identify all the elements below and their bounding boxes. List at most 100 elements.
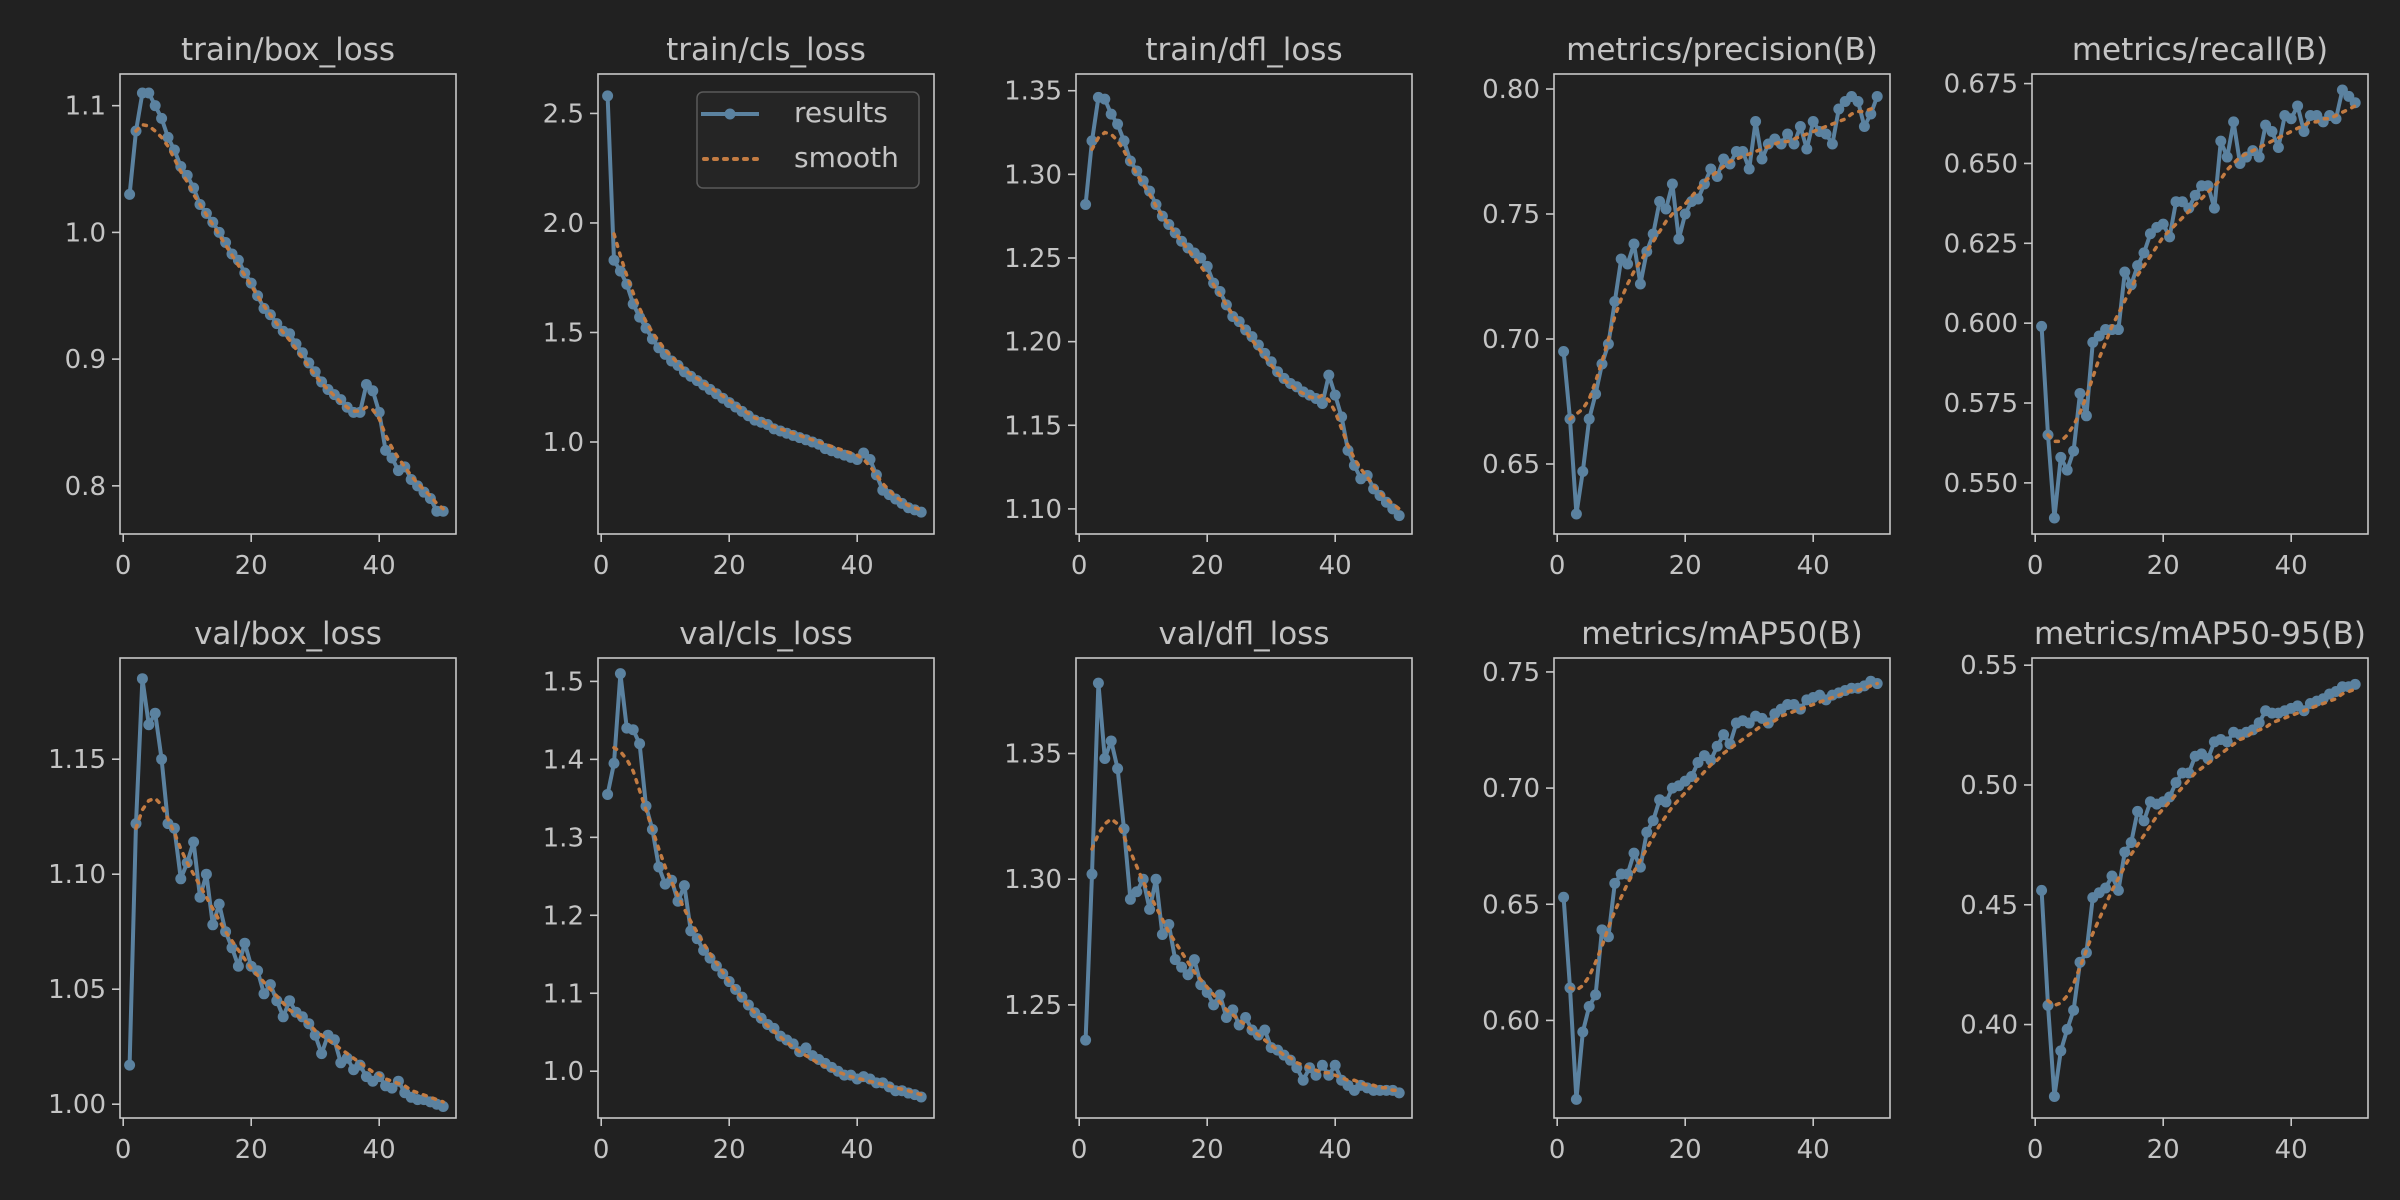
results-point-metrics-recall-b-8 <box>2080 410 2092 422</box>
results-point-train-dfl-loss-39 <box>1323 369 1335 381</box>
x-tick-label-train-box-loss-40: 40 <box>363 551 396 581</box>
results-point-metrics-precision-b-15 <box>1647 228 1659 240</box>
y-tick-label-val-box-loss-1.05: 1.05 <box>48 975 106 1005</box>
results-point-metrics-precision-b-36 <box>1782 128 1794 140</box>
y-tick-label-metrics-precision-b-0.8: 0.80 <box>1482 75 1540 105</box>
results-point-metrics-precision-b-44 <box>1833 103 1845 115</box>
results-point-metrics-map50-95-b-3 <box>2048 1090 2060 1102</box>
y-tick-label-metrics-recall-b-0.6: 0.600 <box>1944 309 2018 339</box>
results-point-metrics-precision-b-1 <box>1558 346 1570 357</box>
y-tick-label-metrics-precision-b-0.75: 0.75 <box>1482 200 1540 230</box>
legend-smooth-label: smooth <box>794 141 899 174</box>
x-tick-label-metrics-recall-b-0: 0 <box>2027 551 2044 581</box>
panel-metrics-map50-95-b: metrics/mAP50-95(B) 0 20 40 0.40 0.45 0.50 0.55 <box>1960 616 2369 1165</box>
results-point-train-box-loss-41 <box>380 444 392 456</box>
plot-area-metrics-precision-b <box>1553 73 1891 535</box>
results-point-metrics-map50-b-1 <box>1558 891 1570 903</box>
x-tick-label-metrics-map50-b-40: 40 <box>1797 1135 1830 1165</box>
results-point-metrics-recall-b-14 <box>2119 266 2131 278</box>
y-tick-label-val-dfl-loss-1.25: 1.25 <box>1004 991 1062 1021</box>
y-tick-label-metrics-map50-b-0.7: 0.70 <box>1482 774 1540 804</box>
y-tick-label-metrics-recall-b-0.65: 0.650 <box>1944 149 2018 179</box>
results-point-metrics-map50-b-6 <box>1590 989 1602 1001</box>
x-tick-label-val-dfl-loss-0: 0 <box>1071 1135 1088 1165</box>
results-point-val-cls-loss-6 <box>634 738 646 750</box>
results-point-metrics-precision-b-11 <box>1622 258 1634 270</box>
results-point-metrics-map50-b-4 <box>1577 1026 1589 1038</box>
y-tick-label-val-cls-loss-1.1: 1.1 <box>543 979 584 1009</box>
results-point-train-cls-loss-1 <box>602 90 614 102</box>
smooth-line-val-box-loss <box>134 796 445 1104</box>
smooth-line-train-dfl-loss <box>1090 130 1401 511</box>
y-tick-label-metrics-map50-b-0.65: 0.65 <box>1482 890 1540 920</box>
results-point-train-box-loss-40 <box>373 406 385 418</box>
results-point-val-dfl-loss-26 <box>1240 1011 1252 1023</box>
plot-area-metrics-map50-b <box>1553 657 1891 1119</box>
results-point-metrics-map50-95-b-15 <box>2125 836 2137 848</box>
results-point-metrics-precision-b-18 <box>1666 178 1678 190</box>
results-point-metrics-map50-b-3 <box>1570 1093 1582 1105</box>
results-point-val-box-loss-42 <box>386 1082 398 1094</box>
results-point-val-dfl-loss-3 <box>1092 677 1104 689</box>
results-point-metrics-precision-b-22 <box>1692 193 1704 205</box>
results-point-val-dfl-loss-35 <box>1297 1074 1309 1086</box>
results-point-metrics-map50-b-14 <box>1641 826 1653 838</box>
results-point-train-dfl-loss-2 <box>1086 135 1098 147</box>
chart-title-metrics-map50-b: metrics/mAP50(B) <box>1581 616 1862 652</box>
results-point-val-dfl-loss-38 <box>1316 1059 1328 1071</box>
results-point-metrics-precision-b-12 <box>1628 238 1640 250</box>
results-point-metrics-map50-95-b-5 <box>2061 1023 2073 1035</box>
results-point-val-box-loss-1 <box>124 1059 136 1071</box>
results-point-val-cls-loss-7 <box>640 800 652 812</box>
results-point-metrics-recall-b-5 <box>2061 464 2073 476</box>
x-tick-label-val-box-loss-40: 40 <box>363 1135 396 1165</box>
results-point-val-box-loss-30 <box>309 1029 321 1041</box>
results-point-val-cls-loss-18 <box>710 960 722 972</box>
y-tick-label-train-box-loss-0.8: 0.8 <box>65 472 106 502</box>
results-point-metrics-map50-95-b-16 <box>2132 805 2144 817</box>
results-point-metrics-recall-b-25 <box>2189 189 2201 201</box>
results-point-val-dfl-loss-18 <box>1188 954 1200 966</box>
y-tick-label-train-dfl-loss-1.15: 1.15 <box>1004 411 1062 441</box>
y-tick-label-val-cls-loss-1.3: 1.3 <box>543 823 584 853</box>
results-point-train-box-loss-6 <box>156 112 168 124</box>
results-point-metrics-precision-b-40 <box>1807 116 1819 127</box>
y-tick-label-train-dfl-loss-1.25: 1.25 <box>1004 244 1062 274</box>
results-point-metrics-precision-b-31 <box>1750 116 1762 127</box>
x-tick-label-metrics-recall-b-40: 40 <box>2275 551 2308 581</box>
results-point-metrics-precision-b-16 <box>1654 196 1666 207</box>
results-point-metrics-recall-b-31 <box>2228 116 2240 128</box>
chart-title-train-dfl-loss: train/dfl_loss <box>1145 32 1342 68</box>
y-tick-label-val-box-loss-1.15: 1.15 <box>48 745 106 775</box>
results-point-val-cls-loss-2 <box>608 757 620 769</box>
results-point-val-box-loss-2 <box>130 818 142 830</box>
panel-metrics-precision-b: metrics/precision(B) 0 20 40 0.65 0.70 0.75 0.8… <box>1482 32 1891 581</box>
results-point-val-dfl-loss-1 <box>1080 1034 1092 1046</box>
y-tick-label-train-box-loss-1: 1.0 <box>65 218 106 248</box>
results-point-metrics-map50-b-17 <box>1660 796 1672 808</box>
results-point-metrics-map50-b-22 <box>1692 757 1704 769</box>
results-point-metrics-map50-95-b-17 <box>2138 815 2150 827</box>
y-tick-label-metrics-map50-95-b-0.55: 0.55 <box>1960 651 2018 681</box>
chart-title-metrics-precision-b: metrics/precision(B) <box>1566 32 1878 68</box>
x-tick-label-train-cls-loss-0: 0 <box>593 551 610 581</box>
results-point-metrics-precision-b-24 <box>1705 163 1717 175</box>
x-tick-label-train-box-loss-20: 20 <box>235 551 268 581</box>
chart-title-train-box-loss: train/box_loss <box>181 32 395 68</box>
results-point-val-box-loss-50 <box>437 1101 449 1112</box>
results-point-metrics-map50-95-b-14 <box>2119 846 2131 858</box>
results-point-train-cls-loss-3 <box>614 265 626 277</box>
legend: results smooth <box>696 91 920 189</box>
results-point-val-cls-loss-13 <box>678 880 690 892</box>
x-tick-label-metrics-precision-b-40: 40 <box>1797 551 1830 581</box>
chart-title-val-cls-loss: val/cls_loss <box>679 616 853 652</box>
results-point-train-box-loss-39 <box>367 385 379 397</box>
results-point-metrics-precision-b-13 <box>1634 278 1646 290</box>
x-tick-label-metrics-map50-95-b-20: 20 <box>2147 1135 2180 1165</box>
legend-results-label: results <box>794 96 888 129</box>
x-tick-label-metrics-map50-b-0: 0 <box>1549 1135 1566 1165</box>
results-point-metrics-precision-b-38 <box>1794 121 1806 132</box>
smooth-line-val-cls-loss <box>612 745 923 1097</box>
results-point-val-box-loss-15 <box>213 898 225 910</box>
results-point-val-cls-loss-9 <box>653 861 665 873</box>
